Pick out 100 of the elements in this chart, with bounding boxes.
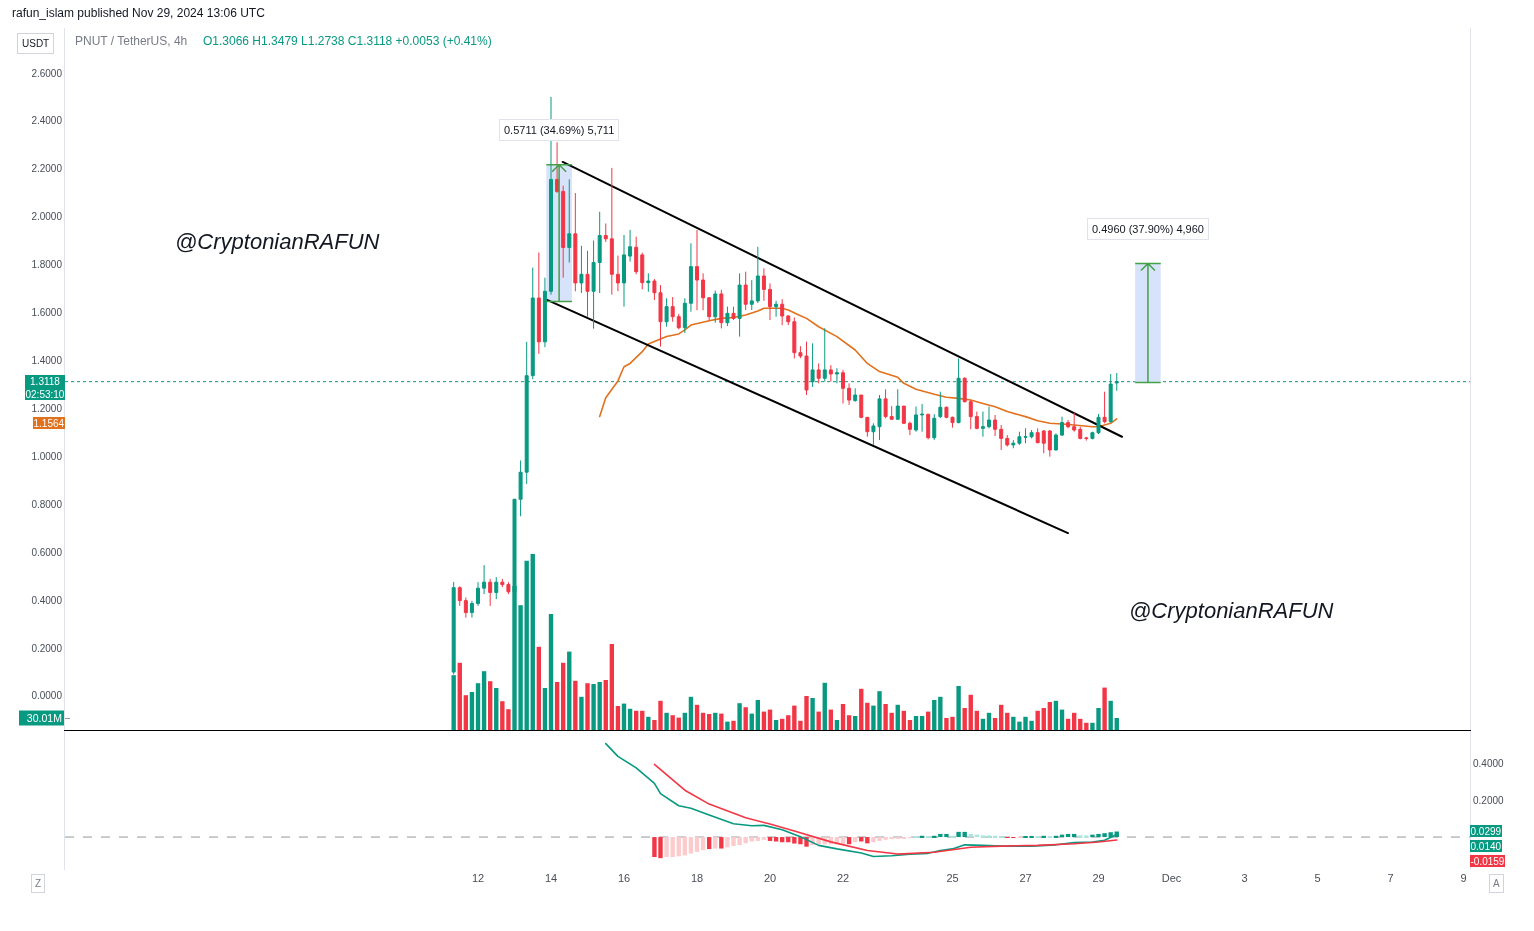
bar [992, 718, 998, 730]
candlestick [622, 234, 626, 308]
y-tick-label: 0.2000 [1473, 794, 1505, 806]
bar [487, 681, 493, 730]
candlestick [865, 416, 870, 438]
bar [810, 698, 815, 730]
bar [670, 715, 675, 730]
bar [980, 718, 986, 730]
candlestick [646, 272, 651, 293]
candlestick [920, 403, 925, 433]
candlestick [469, 600, 474, 619]
y-tick-label: 2.0000 [31, 211, 63, 223]
bar [1078, 718, 1083, 730]
bar [840, 704, 846, 730]
candlestick [688, 242, 693, 313]
bar [852, 716, 858, 730]
bar [554, 682, 560, 730]
bar [585, 683, 590, 730]
bar [560, 662, 566, 730]
candlestick [506, 581, 511, 595]
bar [609, 644, 615, 730]
y-tick-label: 0.8000 [31, 498, 63, 510]
bar [621, 703, 627, 730]
x-tick-label: 18 [690, 872, 704, 884]
annotation: 1.1564 [33, 417, 65, 429]
candlestick [597, 211, 602, 294]
bar [974, 710, 980, 730]
bar [536, 646, 542, 730]
line-series [604, 742, 1118, 858]
candlestick [482, 564, 487, 595]
bar [816, 711, 821, 730]
candlestick [755, 246, 760, 304]
bar [907, 720, 913, 730]
candlestick [980, 411, 985, 438]
bar [938, 696, 943, 730]
y-tick-label: 0.2000 [31, 642, 63, 654]
y-tick-label: 1.0000 [31, 450, 63, 462]
bar [968, 694, 973, 730]
candlestick [603, 223, 608, 243]
bar [786, 715, 791, 730]
bar [919, 716, 925, 730]
bar [567, 651, 572, 730]
x-tick-label: 7 [1387, 872, 1394, 884]
bar [475, 683, 481, 730]
candlestick [713, 290, 718, 324]
candlestick [962, 376, 967, 403]
text: -0.0159 [1470, 855, 1505, 867]
candlestick [615, 255, 620, 292]
data-label: 0.4960 (37.90%) 4,960 [1092, 223, 1204, 235]
y-tick-label: 1.2000 [31, 402, 63, 414]
candlestick [725, 306, 730, 327]
x-tick-label: 16 [617, 872, 631, 884]
bar [469, 692, 475, 730]
y-tick-label: 0.4000 [31, 594, 63, 606]
candlestick [463, 597, 468, 619]
candlestick [1114, 372, 1119, 392]
bar [998, 704, 1004, 730]
bar [1041, 708, 1046, 730]
candlestick [567, 178, 572, 264]
candlestick [561, 185, 566, 279]
candlestick [1078, 426, 1083, 440]
y2-tick-label: 30.01M [26, 711, 62, 724]
candlestick [1066, 419, 1071, 429]
y-tick-label: 2.4000 [31, 115, 63, 127]
bar [767, 709, 773, 730]
x-tick-label: Dec [1161, 872, 1182, 884]
candlestick [847, 382, 852, 406]
bar [457, 662, 462, 730]
candlestick [1084, 436, 1089, 442]
bar [664, 712, 669, 730]
candlestick [968, 399, 973, 430]
bar [913, 716, 919, 730]
annotation: @CryptonianRAFUN [175, 229, 380, 254]
y-tick-label: 2.6000 [31, 67, 63, 79]
bar [1053, 700, 1059, 730]
bar [615, 706, 621, 730]
bar [1047, 702, 1053, 730]
candlestick [542, 277, 547, 348]
text: Z [35, 878, 42, 889]
y-tick-label: 1.6000 [31, 307, 63, 319]
x-tick-label: 9 [1460, 872, 1467, 884]
bar [956, 686, 961, 730]
x-tick-label: 22 [836, 872, 850, 884]
bar [700, 712, 706, 730]
candlestick [1041, 429, 1046, 454]
candlestick [828, 364, 833, 383]
text: O1.3066 H1.3479 L1.2738 C1.3118 +0.0053 (+0.41%) [203, 34, 492, 48]
x-tick-label: 12 [471, 872, 485, 884]
bar [646, 716, 651, 730]
bar [846, 715, 852, 730]
candlestick [889, 405, 894, 421]
candlestick [731, 306, 736, 321]
candlestick [895, 388, 900, 421]
bar [688, 696, 694, 730]
bar [548, 614, 554, 730]
bar [640, 710, 645, 730]
bar [834, 720, 840, 730]
y-tick-label: 1.8000 [31, 259, 63, 271]
x-tick-label: 3 [1241, 872, 1248, 884]
candlestick [841, 369, 845, 404]
